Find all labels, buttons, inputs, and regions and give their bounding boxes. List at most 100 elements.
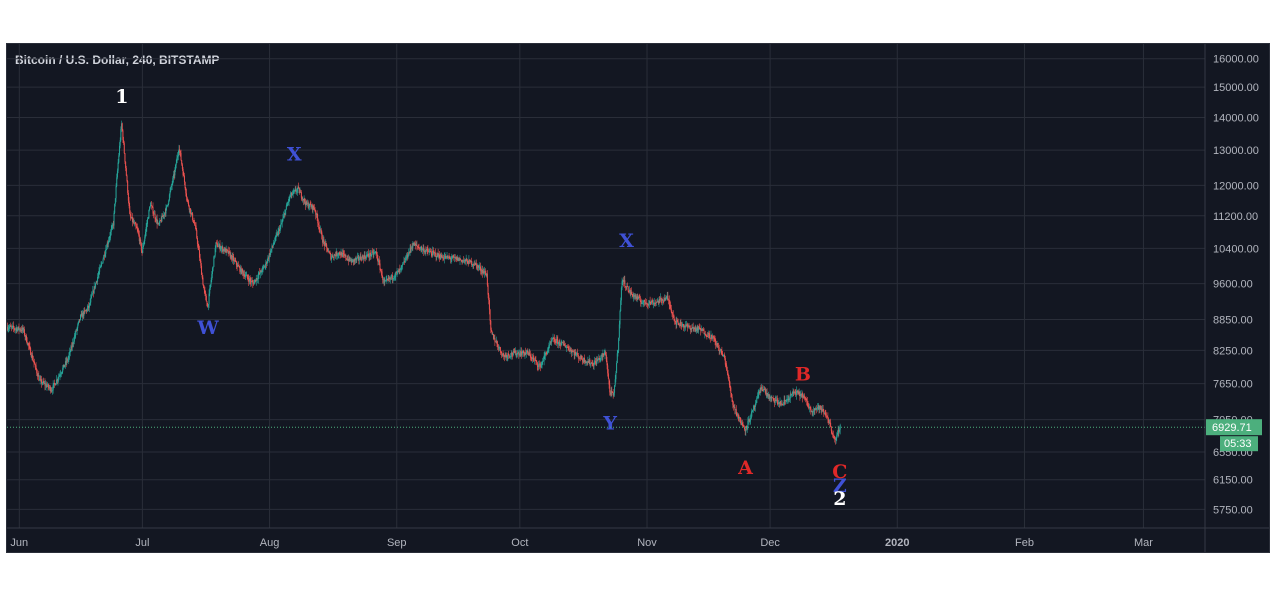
candle-up (616, 362, 618, 374)
candle-up (177, 155, 179, 158)
candle-down (216, 242, 218, 244)
candle-down (701, 329, 703, 331)
candle-down (131, 217, 133, 223)
candle-up (120, 129, 122, 141)
candle-down (137, 229, 139, 231)
candle-down (18, 326, 20, 330)
candle-down (222, 246, 224, 252)
candle-up (294, 190, 296, 192)
candle-down (537, 365, 539, 367)
candle-up (443, 257, 445, 260)
candle-up (168, 194, 170, 201)
candle-down (45, 384, 47, 388)
candle-down (553, 338, 555, 339)
candle-down (128, 200, 130, 207)
time-axis[interactable]: Jun Jul Aug Sep Oct Nov Dec 2020 Feb Mar (10, 537, 1153, 549)
candle-down (770, 397, 772, 398)
candle-down (364, 255, 366, 258)
candle-up (134, 223, 136, 225)
candle-down (295, 189, 297, 192)
candle-up (282, 218, 284, 221)
candle-down (728, 374, 730, 381)
candle-down (532, 357, 534, 359)
candle-down (490, 320, 492, 330)
candle-down (487, 285, 489, 295)
candle-up (402, 264, 404, 266)
candle-up (602, 353, 604, 357)
candle-up (175, 163, 177, 165)
candle-down (416, 244, 418, 246)
candle-up (580, 355, 582, 360)
candle-down (284, 213, 286, 215)
chart-panel[interactable]: Bitcoin / U.S. Dollar, 240, BITSTAMP 1 W X… (6, 43, 1270, 553)
candle-up (103, 255, 105, 260)
candle-down (430, 252, 432, 254)
candle-up (446, 255, 448, 257)
candle-up (394, 276, 396, 278)
candle-up (403, 260, 405, 263)
candle-up (645, 303, 647, 304)
candle-down (772, 397, 774, 399)
candle-down (122, 130, 124, 140)
candle-up (789, 394, 791, 399)
candle-up (419, 248, 421, 250)
candle-down (442, 257, 444, 259)
candle-down (447, 255, 449, 258)
candle-up (315, 213, 317, 215)
candle-down (733, 405, 735, 408)
candle-down (638, 296, 640, 298)
candle-up (445, 256, 447, 259)
candle-up (165, 207, 167, 214)
candle-up (25, 335, 27, 337)
candle-down (692, 327, 694, 328)
candle-down (651, 300, 653, 302)
candle-down (782, 404, 784, 406)
candle-up (64, 365, 66, 367)
candle-down (726, 370, 728, 373)
candle-up (142, 245, 144, 247)
candle-down (28, 345, 30, 347)
candle-down (188, 205, 190, 210)
candle-up (414, 243, 416, 246)
candle-down (807, 405, 809, 407)
candle-up (283, 215, 285, 219)
candle-down (383, 279, 385, 283)
candle-down (529, 354, 531, 358)
candle-down (634, 295, 636, 298)
candle-down (324, 242, 326, 246)
x-tick-label: Jun (10, 537, 28, 549)
candle-down (223, 249, 225, 252)
candle-up (190, 212, 192, 214)
candle-down (151, 205, 153, 208)
candle-down (799, 391, 801, 397)
candle-up (594, 361, 596, 364)
candle-down (582, 360, 584, 362)
candle-down (495, 341, 497, 343)
candle-up (102, 259, 104, 263)
candle-up (132, 221, 134, 223)
candle-up (785, 400, 787, 401)
candle-down (538, 364, 540, 366)
candle-down (489, 309, 491, 321)
candle-up (338, 252, 340, 255)
candle-up (685, 325, 687, 327)
candle-down (741, 422, 743, 426)
candle-down (54, 383, 56, 384)
candle-down (301, 197, 303, 200)
candle-up (110, 228, 112, 232)
candle-up (757, 394, 759, 397)
candle-down (86, 309, 88, 311)
candle-up (58, 375, 60, 377)
candle-down (35, 365, 37, 370)
candlestick-chart[interactable]: 1 W X X Y A B CZ2 16000.00 15000.00 14000.00 13000… (7, 44, 1269, 552)
candle-up (789, 398, 791, 401)
candle-down (200, 260, 202, 266)
candle-down (421, 247, 423, 250)
candle-down (720, 349, 722, 351)
candle-down (607, 373, 609, 379)
candle-down (705, 335, 707, 337)
candle-up (517, 352, 519, 354)
candle-up (653, 302, 655, 305)
candle-up (245, 274, 247, 277)
candle-up (144, 231, 146, 237)
